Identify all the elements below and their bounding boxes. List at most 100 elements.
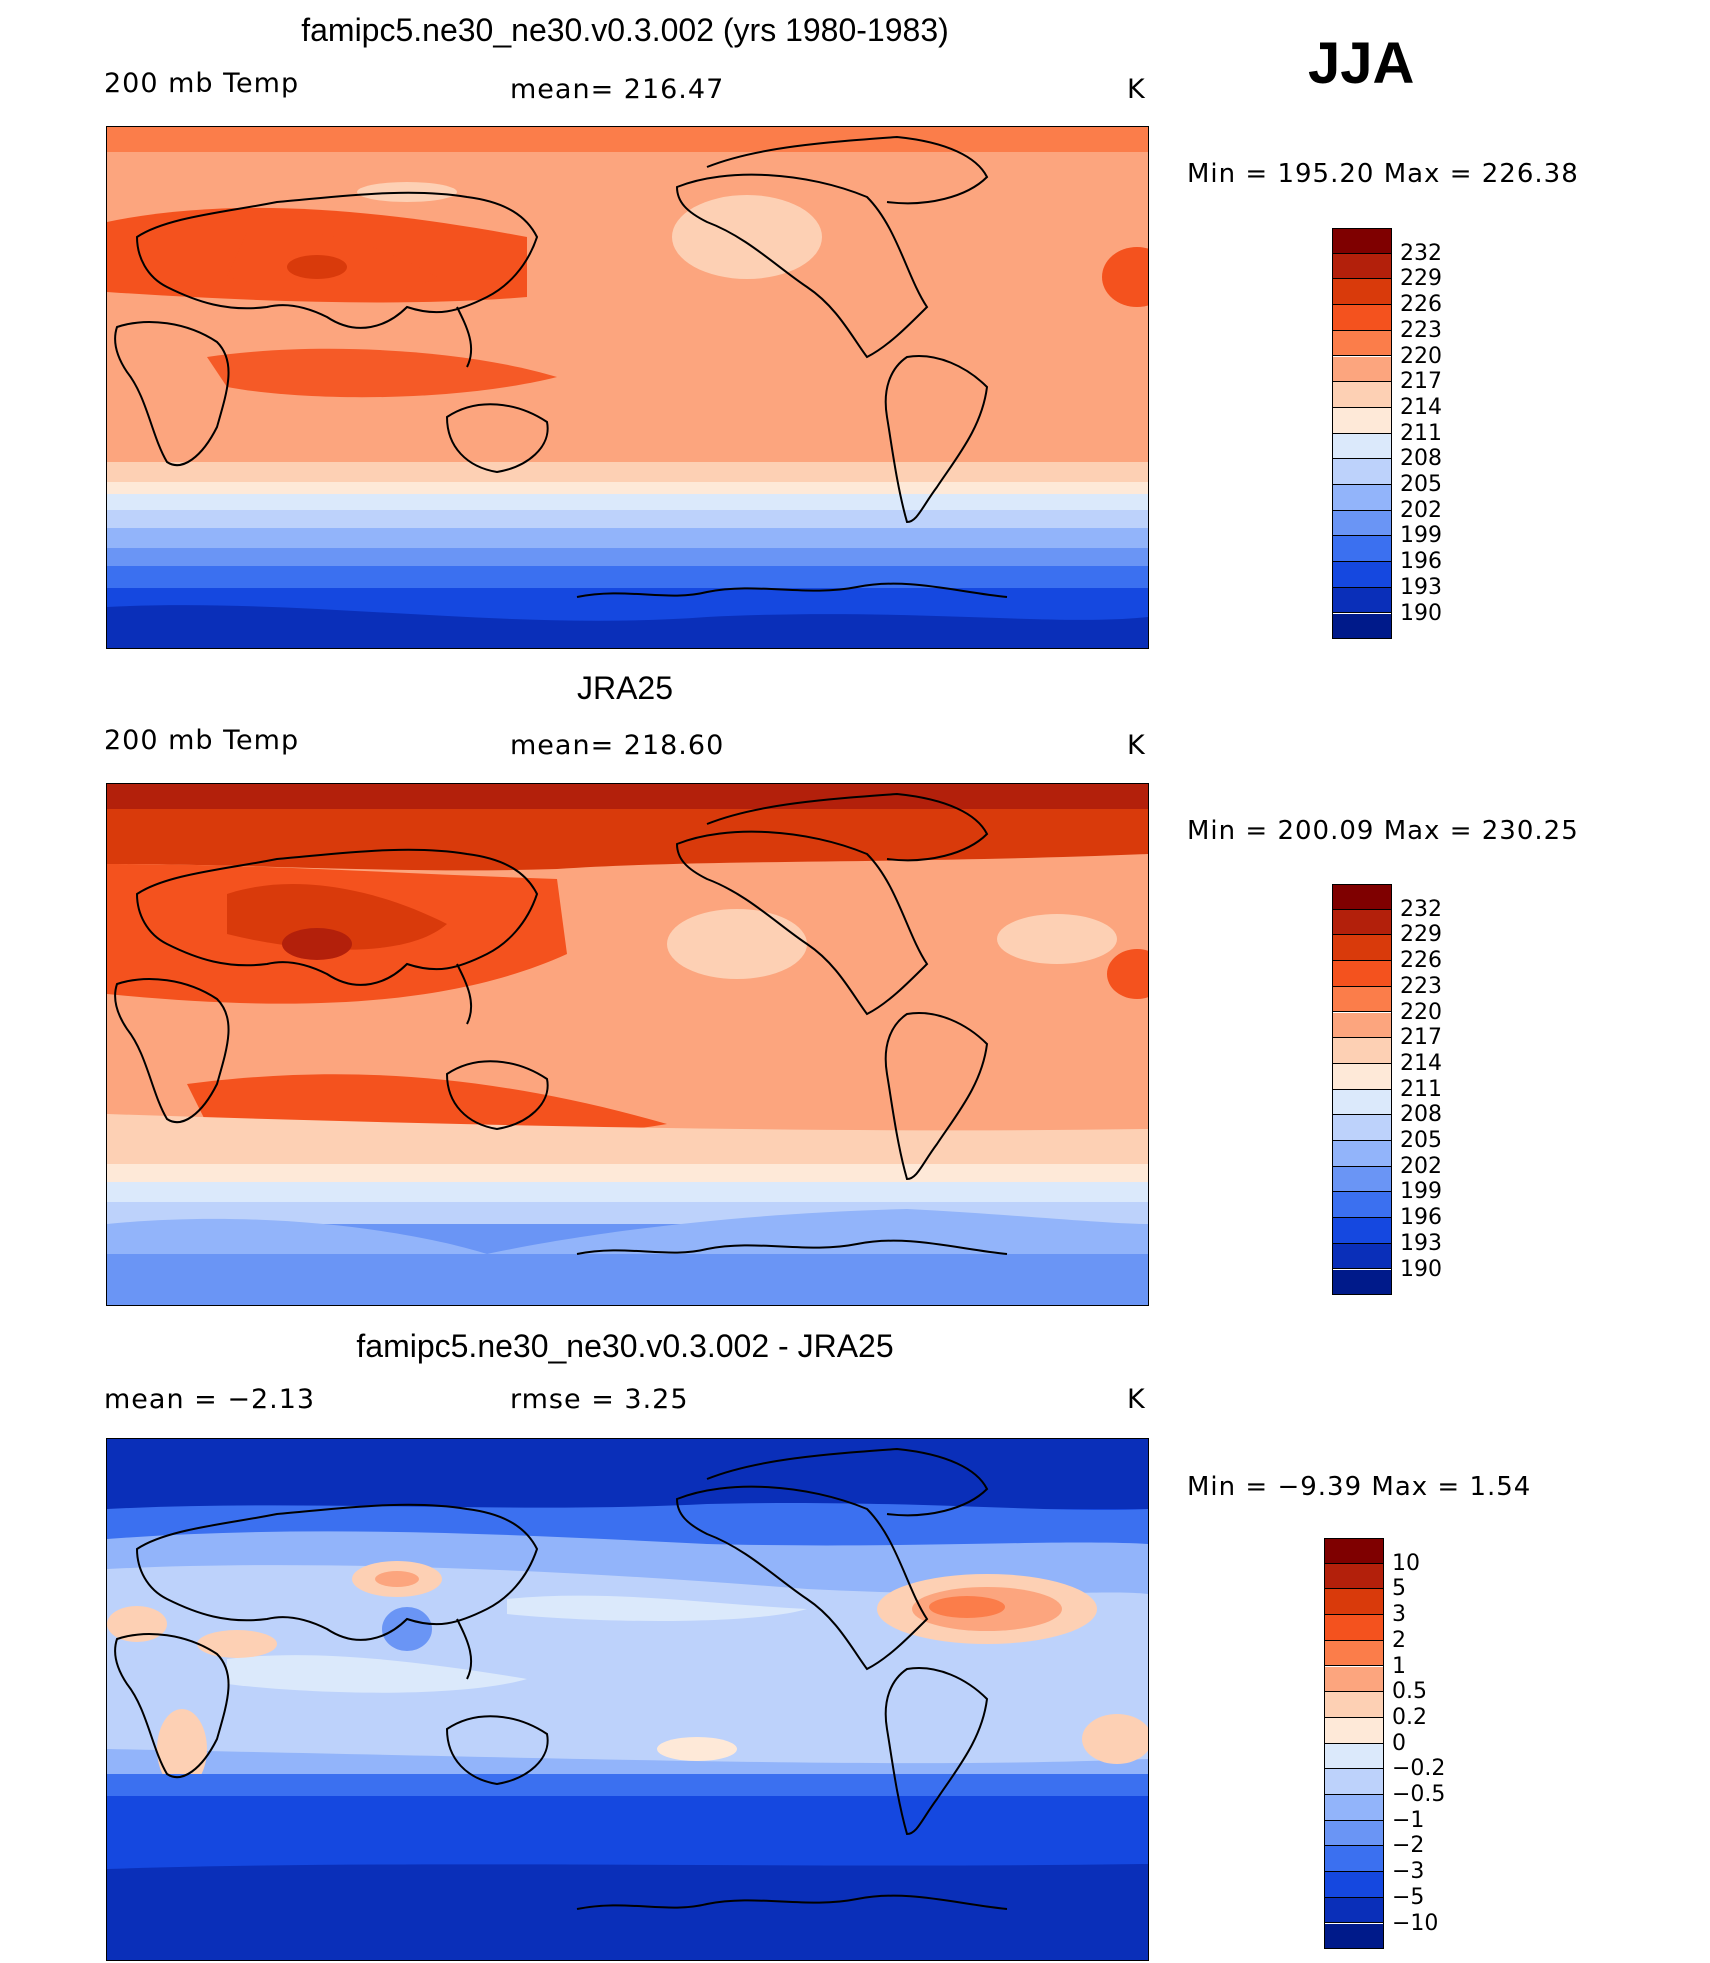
colorbar-swatch — [1324, 1717, 1384, 1744]
colorbar-label: 205 — [1400, 472, 1442, 497]
panel2-map-svg — [107, 784, 1148, 1305]
panel3-map-svg — [107, 1439, 1148, 1960]
colorbar-swatch — [1324, 1846, 1384, 1873]
colorbar-label: 5 — [1392, 1576, 1406, 1602]
colorbar-label: −3 — [1392, 1859, 1425, 1885]
colorbar-label: 196 — [1400, 1205, 1442, 1231]
colorbar-swatch — [1324, 1538, 1384, 1564]
colorbar-label: 214 — [1400, 1050, 1442, 1076]
colorbar-swatch — [1332, 510, 1392, 537]
colorbar-label: 217 — [1400, 369, 1442, 395]
colorbar-label: −0.5 — [1392, 1782, 1446, 1807]
colorbar-swatch — [1324, 1640, 1384, 1667]
colorbar-label: 1 — [1392, 1653, 1406, 1679]
panel2-minmax: Min = 200.09 Max = 230.25 — [1187, 816, 1579, 846]
colorbar-swatch — [1332, 356, 1392, 383]
colorbar-label: 214 — [1400, 394, 1442, 420]
colorbar-swatch — [1332, 536, 1392, 563]
colorbar-swatch — [1332, 587, 1392, 614]
colorbar-label: 199 — [1400, 523, 1442, 549]
panel2-units-label: K — [1127, 730, 1146, 761]
colorbar-label: 217 — [1400, 1025, 1442, 1051]
colorbar-swatch — [1324, 1615, 1384, 1641]
colorbar-swatch — [1332, 433, 1392, 460]
colorbar-swatch — [1332, 961, 1392, 987]
panel1-mean-label: mean= 216.47 — [510, 74, 725, 105]
colorbar-swatch — [1332, 253, 1392, 280]
colorbar-label: 223 — [1400, 317, 1442, 343]
colorbar-swatch — [1332, 382, 1392, 408]
colorbar-label: −2 — [1392, 1833, 1425, 1859]
colorbar-label: 190 — [1400, 600, 1442, 626]
colorbar-swatch — [1324, 1743, 1384, 1770]
colorbar-swatch — [1324, 1897, 1384, 1924]
panel2-mean-label: mean= 218.60 — [510, 730, 725, 761]
colorbar-label: 190 — [1400, 1256, 1442, 1282]
panel1-title: famipc5.ne30_ne30.v0.3.002 (yrs 1980-198… — [301, 12, 949, 48]
colorbar-label: 0.5 — [1392, 1679, 1427, 1705]
colorbar-swatch — [1332, 1192, 1392, 1219]
panel3-title: famipc5.ne30_ne30.v0.3.002 - JRA25 — [356, 1328, 894, 1364]
panel3-minmax: Min = −9.39 Max = 1.54 — [1187, 1472, 1532, 1502]
colorbar-swatch — [1332, 1038, 1392, 1064]
colorbar-label: 232 — [1400, 240, 1442, 266]
colorbar-label: 208 — [1400, 446, 1442, 472]
colorbar-label: 208 — [1400, 1102, 1442, 1128]
panel3-rmse-label: rmse = 3.25 — [510, 1384, 689, 1415]
colorbar-swatch — [1332, 562, 1392, 588]
colorbar-label: 232 — [1400, 896, 1442, 922]
colorbar-swatch — [1324, 1872, 1384, 1898]
colorbar-swatch — [1332, 1141, 1392, 1167]
colorbar-label: 0 — [1392, 1730, 1406, 1756]
colorbar-swatch — [1332, 909, 1392, 936]
panel1-units-label: K — [1127, 74, 1146, 105]
colorbar-swatch — [1332, 1218, 1392, 1244]
colorbar-label: 220 — [1400, 999, 1442, 1025]
colorbar-label: 205 — [1400, 1128, 1442, 1153]
colorbar-label: 211 — [1400, 1076, 1442, 1102]
colorbar-frame — [1324, 1538, 1384, 1950]
colorbar-swatch — [1332, 330, 1392, 357]
colorbar-swatch — [1332, 1166, 1392, 1193]
colorbar-label: −10 — [1392, 1910, 1439, 1936]
colorbar-swatch — [1324, 1795, 1384, 1821]
colorbar-label: 199 — [1400, 1179, 1442, 1205]
colorbar-label: 226 — [1400, 948, 1442, 974]
colorbar-label: 0.2 — [1392, 1704, 1427, 1730]
colorbar-label: −5 — [1392, 1884, 1425, 1910]
colorbar-swatch — [1324, 1563, 1384, 1590]
colorbar-swatch — [1324, 1589, 1384, 1616]
colorbar-swatch — [1332, 884, 1392, 910]
colorbar-label: 226 — [1400, 292, 1442, 318]
colorbar-label: −0.2 — [1392, 1756, 1446, 1782]
colorbar-swatch — [1332, 986, 1392, 1013]
colorbar-swatch — [1324, 1820, 1384, 1847]
colorbar-swatch — [1332, 228, 1392, 254]
colorbar-swatch — [1332, 459, 1392, 485]
colorbar-label: 193 — [1400, 574, 1442, 600]
colorbar-label: 202 — [1400, 1153, 1442, 1179]
colorbar-swatch — [1332, 1089, 1392, 1116]
colorbar-swatch — [1332, 1012, 1392, 1039]
colorbar-label: 220 — [1400, 343, 1442, 369]
colorbar-label: 3 — [1392, 1602, 1406, 1628]
colorbar-swatch — [1332, 485, 1392, 511]
colorbar-frame — [1332, 228, 1392, 640]
colorbar-swatch — [1324, 1923, 1384, 1950]
colorbar-label: −1 — [1392, 1807, 1425, 1833]
season-label: JJA — [1308, 31, 1415, 96]
colorbar-swatch — [1324, 1666, 1384, 1693]
colorbar-label: 202 — [1400, 497, 1442, 523]
colorbar-swatch — [1332, 305, 1392, 331]
panel1-map — [106, 126, 1149, 649]
panel2-title: JRA25 — [576, 670, 674, 706]
panel3-map — [106, 1438, 1149, 1961]
panel1-map-svg — [107, 127, 1148, 648]
colorbar-swatch — [1324, 1769, 1384, 1795]
panel2-field-label: 200 mb Temp — [104, 725, 300, 756]
colorbar-swatch — [1332, 279, 1392, 306]
colorbar-label: 2 — [1392, 1627, 1406, 1653]
colorbar-label: 193 — [1400, 1230, 1442, 1256]
colorbar-swatch — [1324, 1692, 1384, 1718]
colorbar-swatch — [1332, 613, 1392, 640]
